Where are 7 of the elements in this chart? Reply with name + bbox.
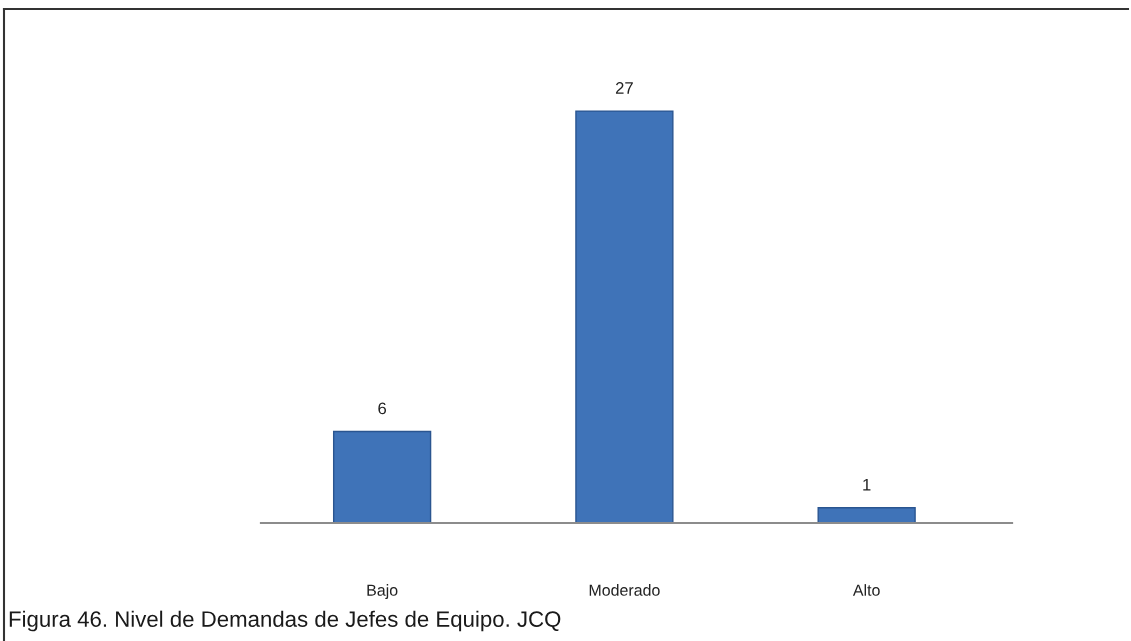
data-label: 27 [615, 82, 633, 94]
data-label: 1 [863, 478, 871, 491]
text: Figura 46. Nivel de Demandas de Jefes de Equipo. JCQ [9, 610, 561, 632]
data-label: 6 [378, 402, 387, 415]
x-tick-label: Alto [852, 584, 880, 596]
x-tick-label: Bajo [367, 584, 398, 599]
x-tick-label: Moderado [589, 584, 660, 596]
